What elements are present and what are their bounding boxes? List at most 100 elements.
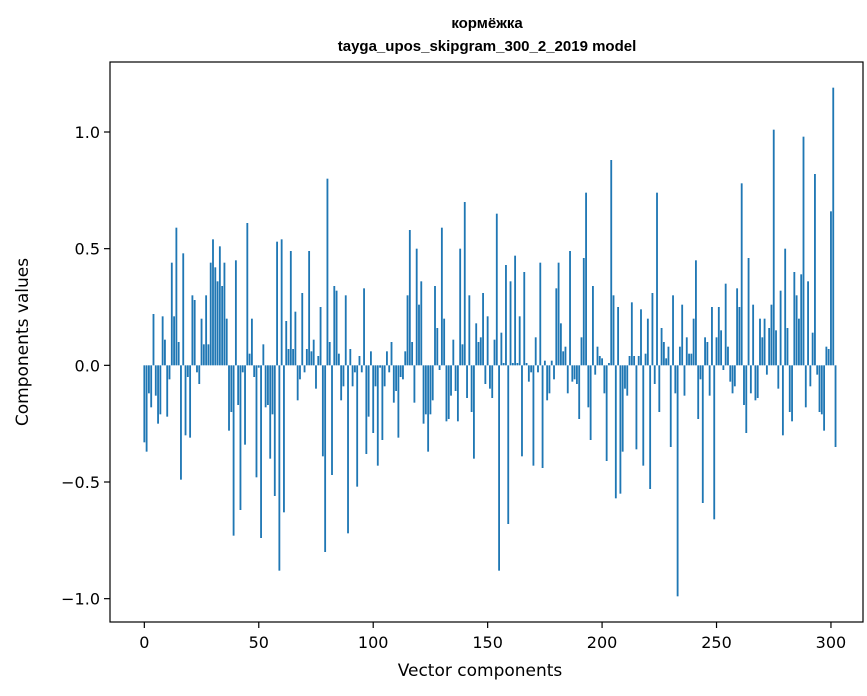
bar-190 bbox=[578, 365, 581, 419]
bar-265 bbox=[749, 365, 752, 394]
bar-298 bbox=[825, 346, 828, 366]
bar-157 bbox=[502, 363, 505, 366]
bar-268 bbox=[756, 365, 759, 398]
y-tick-label: 0.0 bbox=[75, 356, 100, 375]
bar-259 bbox=[736, 288, 739, 366]
bar-73 bbox=[310, 351, 313, 366]
bar-58 bbox=[276, 241, 278, 366]
bar-223 bbox=[653, 365, 656, 384]
bar-6 bbox=[157, 365, 159, 424]
bar-149 bbox=[484, 365, 487, 384]
y-axis-ticks: −1.0 −0.5 0.0 0.5 1.0 bbox=[61, 123, 110, 609]
bar-60 bbox=[280, 239, 283, 366]
y-axis-label: Components values bbox=[13, 258, 33, 426]
bar-116 bbox=[408, 230, 411, 366]
bar-99 bbox=[370, 351, 372, 366]
chart-subtitle: tayga_upos_skipgram_300_2_2019 model bbox=[338, 38, 637, 55]
bar-106 bbox=[386, 351, 388, 366]
bar-80 bbox=[326, 178, 329, 366]
bar-164 bbox=[518, 316, 521, 366]
bar-262 bbox=[743, 365, 745, 405]
bar-113 bbox=[402, 365, 404, 380]
bar-112 bbox=[399, 365, 402, 377]
bar-159 bbox=[507, 365, 510, 524]
bar-243 bbox=[699, 365, 702, 380]
bar-230 bbox=[669, 365, 672, 447]
bar-39 bbox=[232, 365, 235, 536]
bar-59 bbox=[278, 365, 281, 571]
bar-29 bbox=[209, 262, 212, 366]
bar-55 bbox=[269, 365, 272, 459]
bar-31 bbox=[214, 267, 217, 366]
bar-61 bbox=[283, 365, 285, 513]
bar-9 bbox=[164, 339, 166, 366]
bar-133 bbox=[447, 365, 450, 419]
bar-151 bbox=[489, 365, 491, 389]
bar-209 bbox=[621, 365, 624, 452]
bar-48 bbox=[253, 365, 256, 377]
bar-72 bbox=[308, 251, 311, 366]
bar-42 bbox=[239, 365, 242, 510]
bar-21 bbox=[191, 295, 194, 366]
chart-title: кормёжка bbox=[451, 15, 523, 32]
bar-279 bbox=[781, 365, 784, 436]
bar-229 bbox=[667, 346, 670, 366]
bar-197 bbox=[594, 365, 597, 375]
bar-199 bbox=[598, 356, 601, 366]
bar-150 bbox=[486, 316, 489, 366]
bar-18 bbox=[184, 365, 187, 436]
bar-57 bbox=[273, 365, 276, 496]
bar-254 bbox=[724, 283, 727, 366]
bar-130 bbox=[440, 227, 443, 366]
bar-227 bbox=[662, 342, 665, 366]
bar-286 bbox=[798, 318, 800, 366]
bar-37 bbox=[228, 365, 230, 431]
bar-295 bbox=[818, 365, 821, 412]
bar-30 bbox=[212, 239, 214, 366]
bar-221 bbox=[649, 365, 652, 489]
bar-141 bbox=[466, 365, 468, 398]
bar-288 bbox=[802, 136, 805, 366]
bar-260 bbox=[738, 307, 741, 366]
bar-277 bbox=[777, 365, 780, 389]
bar-168 bbox=[527, 365, 530, 382]
bar-88 bbox=[344, 295, 347, 366]
bar-75 bbox=[315, 365, 317, 389]
bar-285 bbox=[795, 295, 798, 366]
bar-226 bbox=[660, 328, 663, 366]
bar-264 bbox=[747, 258, 750, 366]
bar-162 bbox=[514, 255, 517, 366]
bar-95 bbox=[360, 365, 363, 373]
bar-46 bbox=[248, 353, 251, 366]
bar-140 bbox=[463, 202, 466, 366]
bar-129 bbox=[438, 365, 441, 370]
bar-165 bbox=[521, 365, 523, 457]
bar-78 bbox=[321, 365, 324, 457]
bar-301 bbox=[832, 87, 835, 366]
bar-294 bbox=[816, 365, 819, 375]
bar-126 bbox=[431, 365, 434, 401]
bar-125 bbox=[429, 365, 432, 415]
bar-83 bbox=[333, 286, 336, 366]
bar-36 bbox=[225, 318, 228, 366]
bar-145 bbox=[475, 323, 478, 366]
bar-105 bbox=[383, 365, 386, 387]
bar-170 bbox=[532, 365, 535, 466]
bar-192 bbox=[582, 258, 585, 366]
bar-263 bbox=[745, 365, 748, 433]
bar-91 bbox=[351, 365, 354, 387]
bar-267 bbox=[754, 365, 757, 401]
bar-210 bbox=[624, 365, 626, 389]
bar-22 bbox=[193, 300, 196, 366]
x-axis-label: Vector components bbox=[398, 661, 563, 681]
bar-236 bbox=[683, 365, 686, 396]
bar-240 bbox=[692, 318, 695, 366]
bar-1 bbox=[145, 365, 148, 452]
bar-257 bbox=[731, 365, 734, 394]
bar-281 bbox=[786, 328, 789, 366]
bar-174 bbox=[541, 365, 544, 468]
bar-187 bbox=[571, 365, 574, 382]
bar-139 bbox=[461, 344, 464, 366]
bar-241 bbox=[695, 260, 697, 366]
bar-233 bbox=[676, 365, 679, 597]
